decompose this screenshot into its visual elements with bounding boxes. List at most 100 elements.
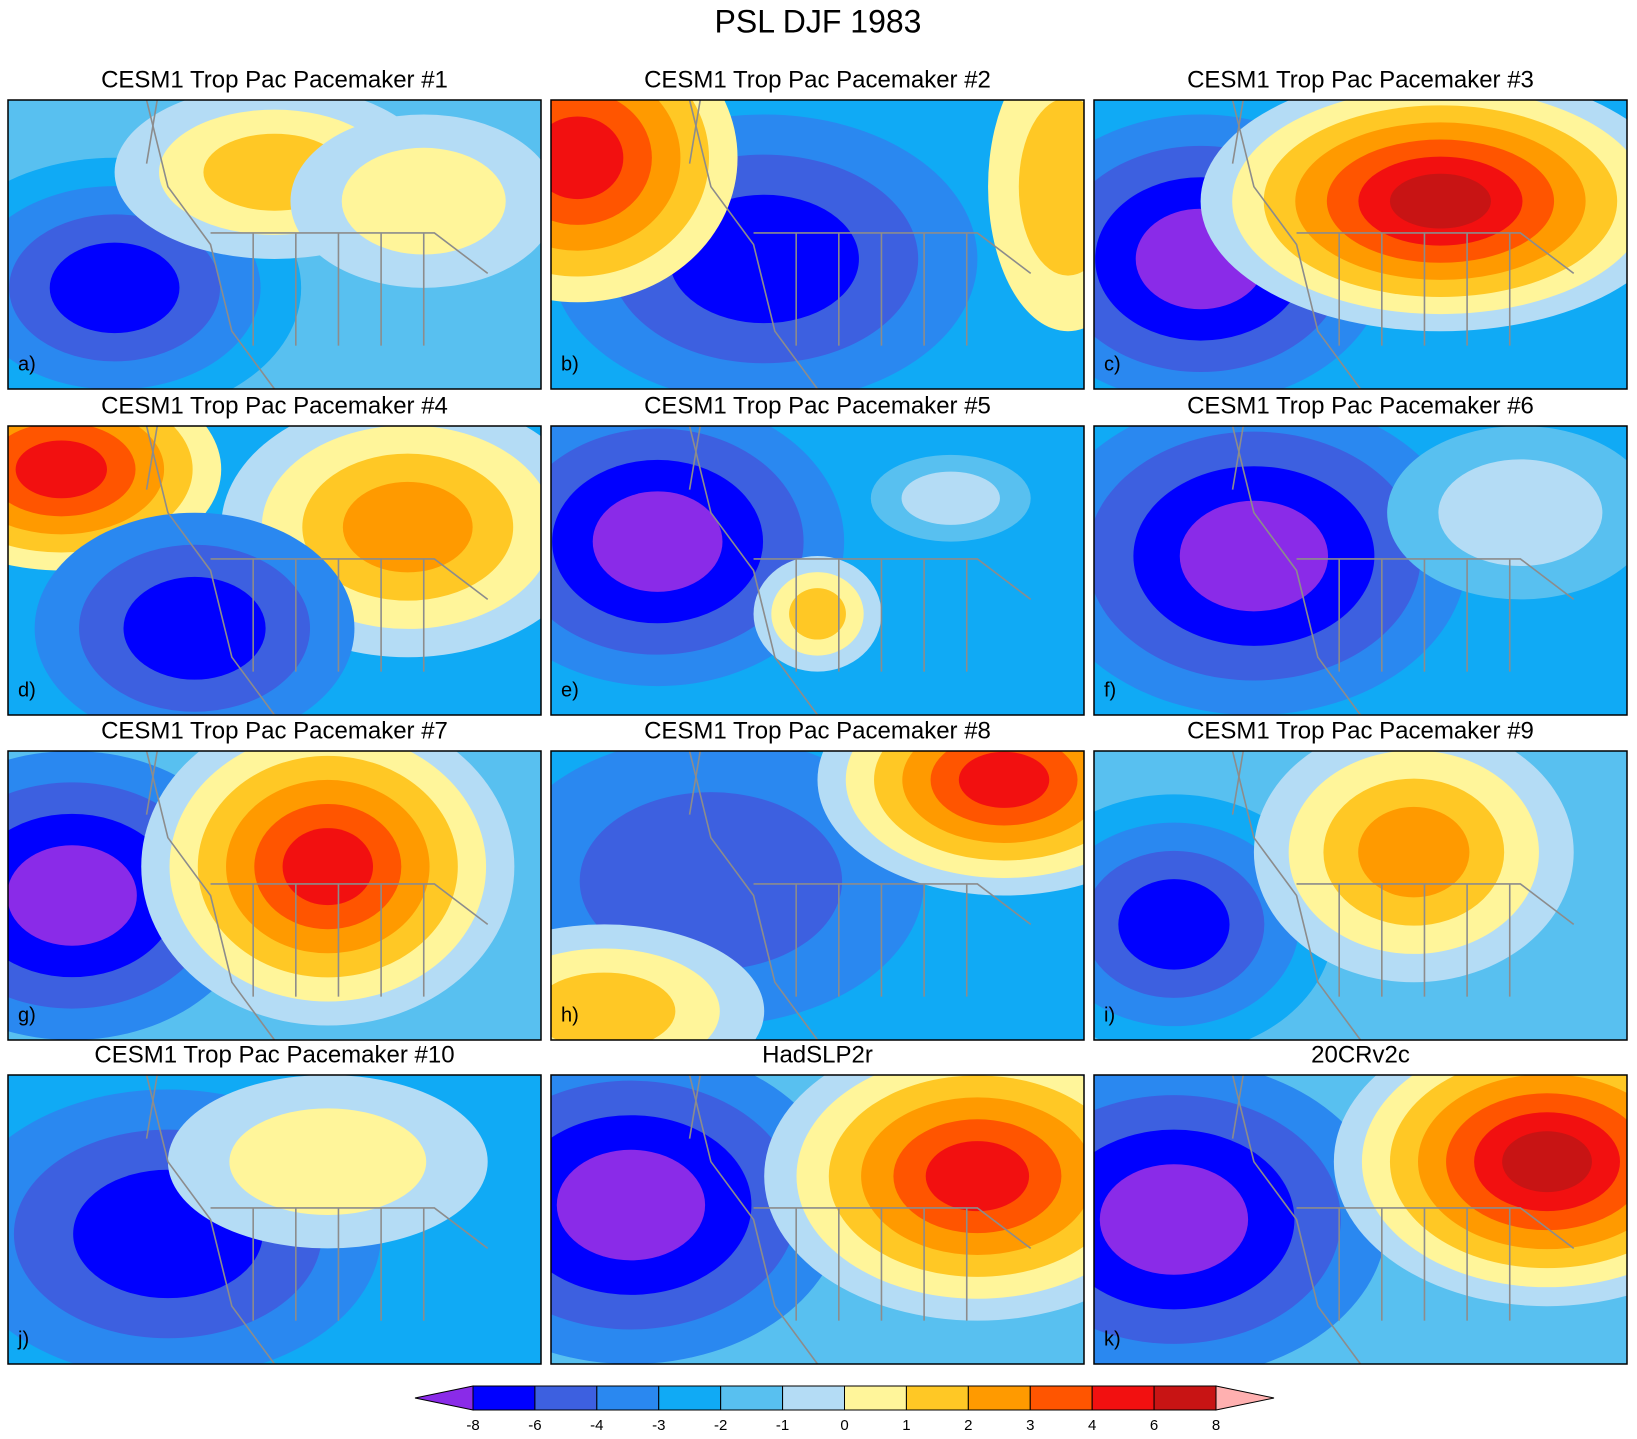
colorbar-label: 6 xyxy=(1150,1417,1158,1434)
colorbar-extension xyxy=(1215,1385,1275,1411)
panel-label: e) xyxy=(561,679,579,701)
contour-region xyxy=(1389,173,1491,229)
panel-frame xyxy=(550,750,1085,1041)
panel-label: c) xyxy=(1104,353,1121,375)
contour-region xyxy=(342,481,473,573)
panel-title: CESM1 Trop Pac Pacemaker #5 xyxy=(644,392,991,419)
colorbar-box xyxy=(1029,1385,1093,1411)
panel-label: d) xyxy=(18,679,36,701)
map-panel xyxy=(8,426,541,715)
panel-frame xyxy=(1093,750,1628,1041)
coastline xyxy=(145,100,276,389)
colorbar-box xyxy=(782,1385,845,1411)
coastline xyxy=(1231,1075,1362,1364)
border xyxy=(145,1075,489,1250)
contour-region xyxy=(123,576,266,680)
panel-frame xyxy=(7,99,542,390)
border xyxy=(1231,751,1575,926)
borders xyxy=(688,426,1032,715)
border xyxy=(1231,100,1575,275)
figure-title: PSL DJF 1983 xyxy=(715,3,922,39)
contour-region xyxy=(789,588,846,640)
panel-title: CESM1 Trop Pac Pacemaker #7 xyxy=(101,717,448,744)
contour-region xyxy=(551,972,676,1040)
coastline xyxy=(145,751,276,1040)
map-panel xyxy=(8,1075,541,1364)
panel-label: f) xyxy=(1104,679,1116,701)
contour-region xyxy=(901,471,1000,525)
contour-region xyxy=(8,845,137,946)
borders xyxy=(1231,751,1575,1040)
colorbar-box xyxy=(534,1385,598,1411)
contour-region xyxy=(229,1108,427,1216)
borders xyxy=(688,1075,1032,1364)
panel-title: 20CRv2c xyxy=(1311,1041,1410,1068)
map-panel xyxy=(8,751,541,1040)
map-panel xyxy=(551,100,1084,389)
colorbar-label: 8 xyxy=(1212,1417,1220,1434)
panel-frame xyxy=(7,1074,542,1365)
borders xyxy=(145,426,489,715)
coastline xyxy=(688,751,819,1040)
colorbar-box xyxy=(967,1385,1031,1411)
panel-title: CESM1 Trop Pac Pacemaker #6 xyxy=(1187,392,1534,419)
panel-title: CESM1 Trop Pac Pacemaker #4 xyxy=(101,392,448,419)
borders xyxy=(145,751,489,1040)
coastline xyxy=(688,1075,819,1364)
border xyxy=(1231,1075,1575,1250)
coastline xyxy=(145,1075,276,1364)
coastline xyxy=(1231,426,1362,715)
panel-frame xyxy=(550,99,1085,390)
panel-title: CESM1 Trop Pac Pacemaker #10 xyxy=(94,1041,454,1068)
colorbar-label: 4 xyxy=(1088,1417,1096,1434)
border xyxy=(145,100,489,275)
borders xyxy=(145,100,489,389)
colorbar-label: 2 xyxy=(964,1417,972,1434)
colorbar-label: -1 xyxy=(776,1417,789,1434)
contour-region xyxy=(1502,1131,1592,1193)
panel-title: CESM1 Trop Pac Pacemaker #9 xyxy=(1187,717,1534,744)
colorbar-label: -6 xyxy=(528,1417,541,1434)
contour-region xyxy=(341,147,506,255)
contour-region xyxy=(49,242,180,334)
panel-frame xyxy=(7,750,542,1041)
coastline xyxy=(688,426,819,715)
coastline xyxy=(1231,751,1362,1040)
colorbar-label: 0 xyxy=(840,1417,848,1434)
border xyxy=(688,100,1032,275)
borders xyxy=(1231,1075,1575,1364)
border xyxy=(688,426,1032,601)
colorbar-box xyxy=(596,1385,660,1411)
map-panel xyxy=(551,751,1084,1040)
contour-region xyxy=(282,828,374,906)
borders xyxy=(688,751,1032,1040)
contour-region xyxy=(579,792,843,970)
contour-region xyxy=(1099,1164,1249,1275)
coastline xyxy=(145,426,276,715)
colorbar-box xyxy=(472,1385,536,1411)
panel-title: CESM1 Trop Pac Pacemaker #1 xyxy=(101,66,448,93)
contour-region xyxy=(1179,500,1329,612)
colorbar-box xyxy=(844,1385,907,1411)
panel-frame xyxy=(1093,99,1628,390)
colorbar-box xyxy=(905,1385,969,1411)
borders xyxy=(145,1075,489,1364)
coastline xyxy=(1231,100,1362,389)
contour-region xyxy=(1438,459,1603,567)
colorbar-label: 1 xyxy=(902,1417,910,1434)
border xyxy=(145,751,489,926)
colorbar-label: 3 xyxy=(1026,1417,1034,1434)
colorbar-box xyxy=(1091,1385,1155,1411)
panel-label: j) xyxy=(17,1328,29,1350)
contour-region xyxy=(15,440,107,499)
panel-label: a) xyxy=(18,353,36,375)
colorbar-label: -2 xyxy=(714,1417,727,1434)
panel-label: i) xyxy=(1104,1004,1115,1026)
border xyxy=(688,1075,1032,1250)
map-panel xyxy=(1094,1075,1627,1364)
contour-region xyxy=(551,116,624,200)
contour-region xyxy=(1118,879,1230,970)
border xyxy=(688,751,1032,926)
border xyxy=(145,426,489,601)
